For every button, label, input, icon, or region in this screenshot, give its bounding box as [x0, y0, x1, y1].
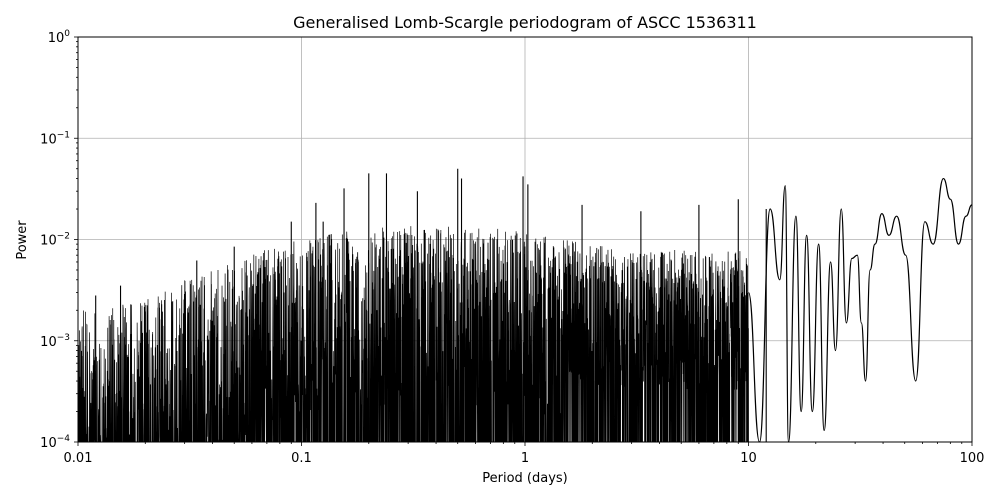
y-tick-label: 10−2 — [40, 232, 70, 249]
y-tick-label: 10−3 — [40, 333, 70, 350]
chart-title: Generalised Lomb-Scargle periodogram of … — [293, 13, 757, 32]
series-dense-segment — [77, 226, 749, 443]
y-tick-label: 10−1 — [40, 130, 70, 147]
y-axis-label: Power — [15, 220, 30, 260]
series-line — [77, 168, 973, 443]
y-tick-exponent: −3 — [57, 333, 70, 343]
y-tick-label: 10−4 — [40, 434, 70, 451]
y-tick-exponent: −2 — [57, 232, 70, 242]
y-tick-exponent: −4 — [57, 434, 71, 444]
y-tick-base: 10 — [40, 132, 57, 147]
x-tick-label: 0.1 — [291, 451, 312, 466]
y-tick-exponent: 0 — [64, 29, 70, 39]
x-tick-label: 1 — [521, 451, 529, 466]
series-long-period-segment — [747, 177, 973, 443]
x-axis: 0.01 0.1 1 10 100 — [64, 442, 985, 466]
y-tick-exponent: −1 — [57, 130, 70, 140]
x-tick-label: 100 — [960, 451, 985, 466]
y-tick-base: 10 — [48, 31, 65, 46]
x-tick-label: 0.01 — [64, 451, 93, 466]
x-axis-label: Period (days) — [482, 471, 568, 486]
x-tick-label: 10 — [740, 451, 757, 466]
y-tick-base: 10 — [40, 436, 57, 451]
y-tick-label: 100 — [48, 29, 71, 46]
y-tick-base: 10 — [40, 234, 57, 249]
y-tick-base: 10 — [40, 335, 57, 350]
